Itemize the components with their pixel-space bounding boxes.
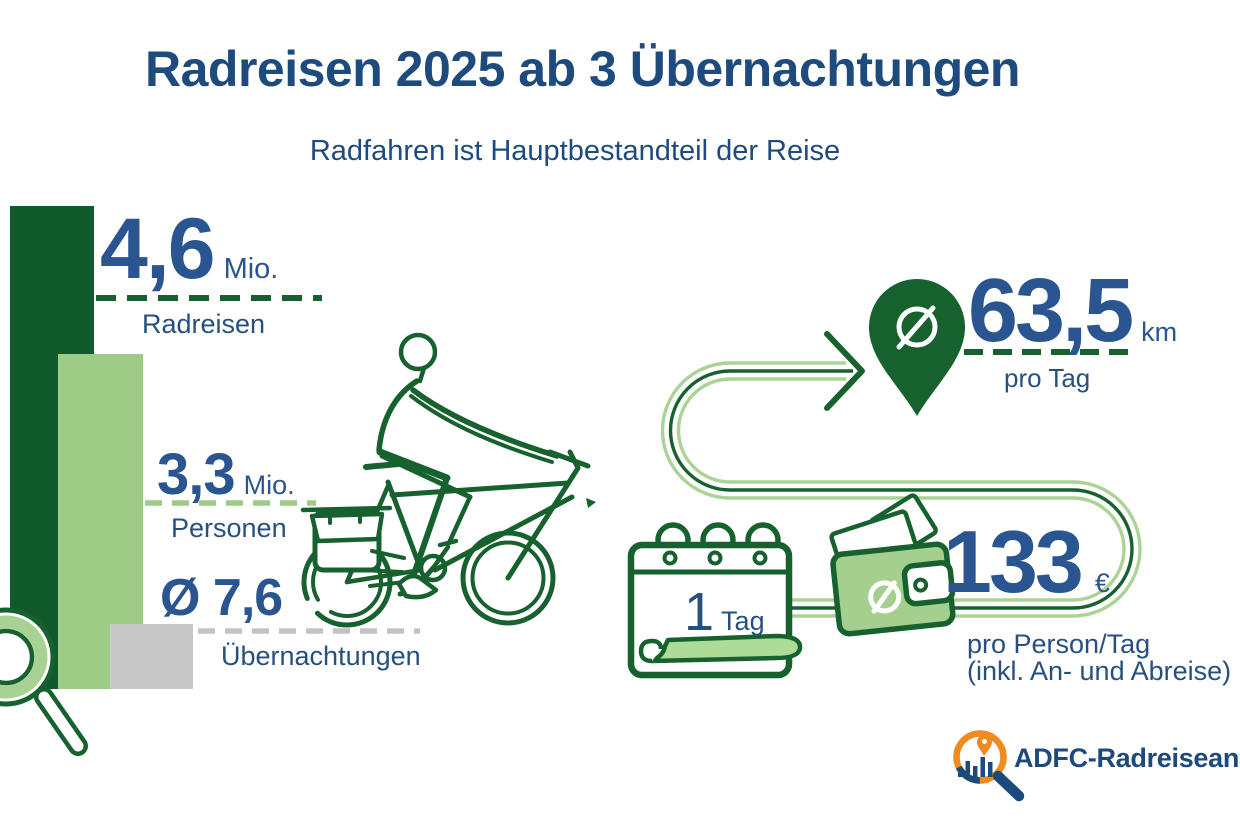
road-stripe-outer [660,361,1126,602]
stat-radreisen-value: 4,6 [100,201,216,297]
road-centerline [668,369,1134,610]
map-pin-icon [869,279,1136,416]
stat-distance-value: 63,5 [968,261,1134,361]
stat-cost-value: 133 [943,512,1084,611]
average-symbol-icon [896,306,938,348]
rider-arm [410,387,560,459]
stat-distance-unit: km [1141,317,1178,347]
road-stripe-inner [676,377,1142,618]
stat-radreisen-unit: Mio. [223,253,279,285]
stat-uebernachtungen-label: Übernachtungen [221,641,421,671]
stat-distance: 63,5 km [968,266,1177,356]
stat-duration-unit: Tag [721,606,765,636]
saddle [363,461,401,470]
logo-magnifier-handle [992,770,1025,802]
wallet-icon [829,493,956,637]
rider-shoe [396,573,439,600]
winding-road [660,331,1142,618]
stat-cost: 133 € [943,518,1110,606]
rider-shin [411,475,450,577]
cyclist-illustration [300,332,596,628]
stat-personen: 3,3 Mio. [157,446,295,504]
wallet-clasp [901,560,956,607]
stat-radreisen-label: Radreisen [142,309,266,339]
stat-distance-caption: pro Tag [1004,363,1091,393]
stat-radreisen: 4,6 Mio. [100,206,278,292]
stat-personen-label: Personen [171,513,287,543]
crank [418,553,448,583]
stat-uebernachtungen-value: Ø 7,6 [160,569,283,627]
average-symbol-icon [868,580,902,614]
stat-personen-value: 3,3 [157,442,236,507]
stat-cost-caption-1: pro Person/Tag [967,629,1151,659]
stat-uebernachtungen: Ø 7,6 [160,569,283,627]
stat-duration-value: 1 [684,582,715,642]
magnifier-icon [0,607,88,756]
page-subtitle: Radfahren ist Hauptbestandteil der Reise [309,135,841,167]
stat-personen-unit: Mio. [243,470,295,500]
calendar-icon [627,522,803,679]
fork [505,465,581,581]
bike-light [586,498,596,508]
stat-cost-unit: € [1094,568,1110,598]
logo-pin-icon [977,734,992,756]
stat-duration: 1 Tag [684,585,765,639]
rider-back [376,378,420,453]
bar-uebernachtungen [110,624,193,689]
arrow-icon [824,331,865,411]
adfc-logo-icon [953,730,1025,802]
logo-wordmark: ADFC-Radreiseanalyse [1014,743,1240,773]
page-title: Radreisen 2025 ab 3 Übernachtungen [145,41,1020,97]
logo-bar-chart [958,757,993,777]
rider-thigh [376,448,451,482]
calendar-page-curl [649,633,803,664]
top-tube [389,480,571,498]
stat-cost-caption-2: (inkl. An- und Abreise) [967,656,1232,686]
rider-head [398,332,438,372]
bar-chart [10,206,420,689]
